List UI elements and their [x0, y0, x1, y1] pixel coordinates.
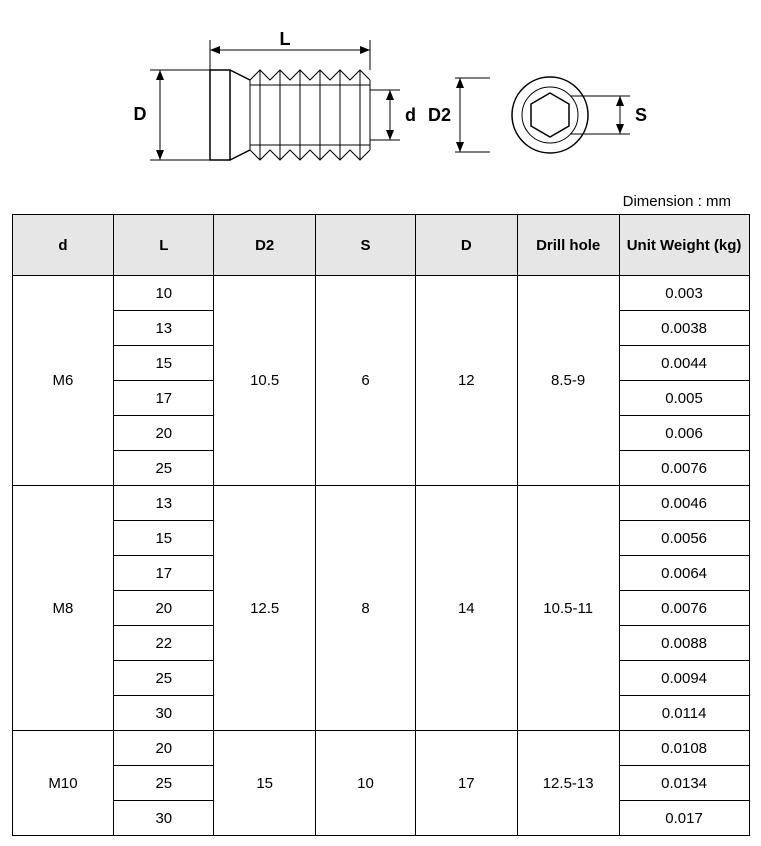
cell-L: 20 [114, 416, 214, 451]
cell-drill: 10.5-11 [517, 486, 619, 731]
cell-L: 22 [114, 626, 214, 661]
dimension-caption: Dimension : mm [10, 193, 751, 210]
header-L: L [114, 215, 214, 276]
technical-diagram: L D [10, 10, 751, 185]
cell-weight: 0.003 [619, 276, 749, 311]
header-weight: Unit Weight (kg) [619, 215, 749, 276]
cell-L: 25 [114, 766, 214, 801]
cell-weight: 0.0076 [619, 591, 749, 626]
table-header-row: d L D2 S D Drill hole Unit Weight (kg) [12, 215, 749, 276]
svg-text:d: d [405, 105, 416, 125]
cell-L: 30 [114, 696, 214, 731]
cell-S: 8 [316, 486, 416, 731]
cell-L: 25 [114, 661, 214, 696]
table-row: M102015101712.5-130.0108 [12, 731, 749, 766]
svg-text:D2: D2 [428, 105, 451, 125]
cell-D: 14 [415, 486, 517, 731]
cell-weight: 0.0046 [619, 486, 749, 521]
cell-D2: 15 [214, 731, 316, 836]
table-row: M61010.56128.5-90.003 [12, 276, 749, 311]
header-D2: D2 [214, 215, 316, 276]
side-view: L D [134, 29, 491, 160]
dimension-table: d L D2 S D Drill hole Unit Weight (kg) M… [12, 214, 750, 836]
cell-weight: 0.0044 [619, 346, 749, 381]
table-row: M81312.581410.5-110.0046 [12, 486, 749, 521]
cell-D2: 10.5 [214, 276, 316, 486]
end-view: S [512, 77, 647, 153]
cell-weight: 0.0094 [619, 661, 749, 696]
cell-drill: 8.5-9 [517, 276, 619, 486]
cell-D: 12 [415, 276, 517, 486]
cell-L: 13 [114, 311, 214, 346]
header-d: d [12, 215, 114, 276]
svg-text:S: S [635, 105, 647, 125]
header-D: D [415, 215, 517, 276]
cell-L: 20 [114, 591, 214, 626]
cell-L: 30 [114, 801, 214, 836]
cell-weight: 0.0108 [619, 731, 749, 766]
cell-D2: 12.5 [214, 486, 316, 731]
header-drill: Drill hole [517, 215, 619, 276]
cell-d: M10 [12, 731, 114, 836]
cell-L: 17 [114, 381, 214, 416]
cell-weight: 0.005 [619, 381, 749, 416]
cell-L: 10 [114, 276, 214, 311]
svg-text:L: L [280, 29, 291, 49]
cell-weight: 0.006 [619, 416, 749, 451]
cell-L: 15 [114, 346, 214, 381]
cell-S: 10 [316, 731, 416, 836]
cell-weight: 0.017 [619, 801, 749, 836]
cell-drill: 12.5-13 [517, 731, 619, 836]
cell-weight: 0.0038 [619, 311, 749, 346]
cell-d: M8 [12, 486, 114, 731]
cell-L: 13 [114, 486, 214, 521]
header-S: S [316, 215, 416, 276]
cell-weight: 0.0134 [619, 766, 749, 801]
cell-L: 15 [114, 521, 214, 556]
cell-weight: 0.0056 [619, 521, 749, 556]
cell-weight: 0.0064 [619, 556, 749, 591]
cell-L: 17 [114, 556, 214, 591]
cell-S: 6 [316, 276, 416, 486]
cell-d: M6 [12, 276, 114, 486]
cell-L: 25 [114, 451, 214, 486]
cell-weight: 0.0076 [619, 451, 749, 486]
cell-weight: 0.0088 [619, 626, 749, 661]
cell-D: 17 [415, 731, 517, 836]
cell-weight: 0.0114 [619, 696, 749, 731]
cell-L: 20 [114, 731, 214, 766]
svg-text:D: D [134, 104, 147, 124]
